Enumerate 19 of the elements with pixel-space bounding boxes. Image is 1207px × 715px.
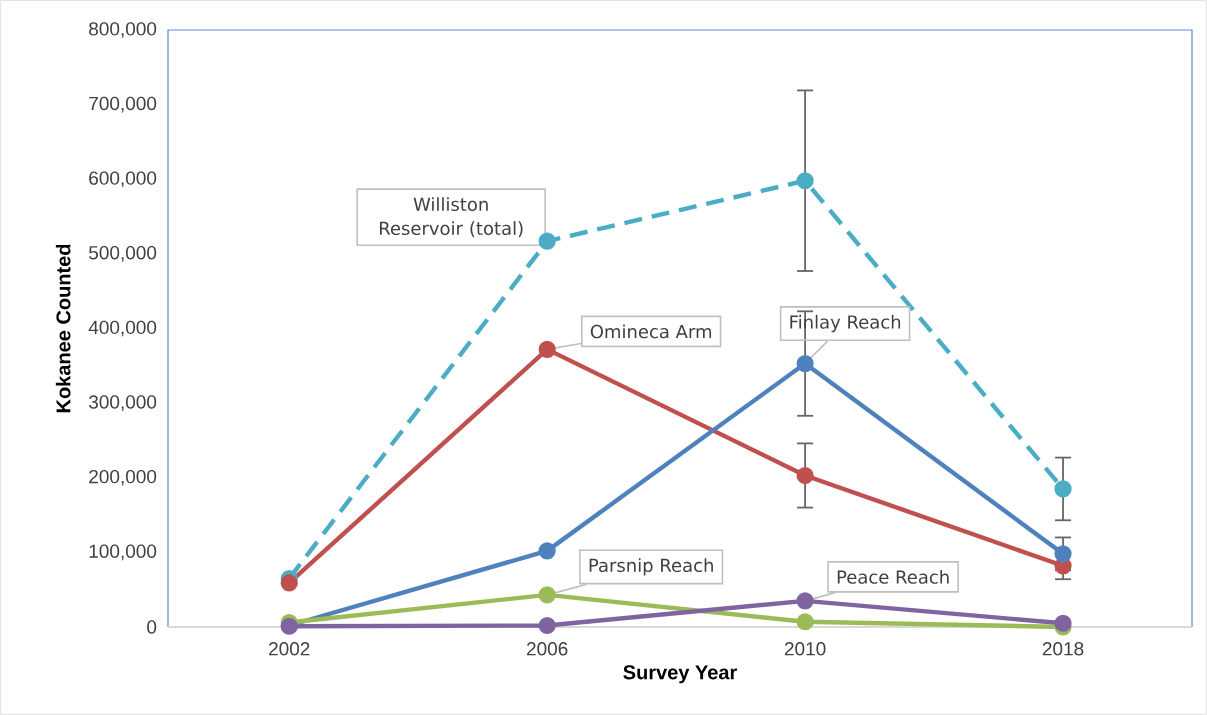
y-tick-label: 400,000	[88, 320, 157, 337]
y-axis-title: Kokanee Counted	[55, 244, 71, 413]
y-tick-label: 200,000	[89, 469, 157, 486]
x-tick-label: 2002	[269, 642, 310, 656]
y-tick-label: 600,000	[89, 171, 157, 188]
series-label: Omineca Arm	[590, 324, 712, 339]
y-tick-label: 300,000	[88, 395, 157, 411]
x-tick-label: 2010	[784, 642, 826, 656]
y-tick-label: 500,000	[89, 246, 157, 262]
x-axis-title: Survey Year	[623, 665, 737, 684]
series-label: Peace Reach	[837, 569, 949, 584]
x-tick-label: 2018	[1042, 642, 1084, 656]
y-tick-label: 100,000	[89, 544, 157, 561]
series-label: Parsnip Reach	[589, 558, 713, 576]
y-tick-label: 700,000	[89, 96, 157, 113]
series-label: Williston Reservoir (total)	[379, 197, 523, 238]
x-tick-label: 2006	[526, 642, 568, 656]
y-tick-label: 800,000	[89, 22, 157, 38]
y-tick-label: 0	[147, 620, 157, 634]
